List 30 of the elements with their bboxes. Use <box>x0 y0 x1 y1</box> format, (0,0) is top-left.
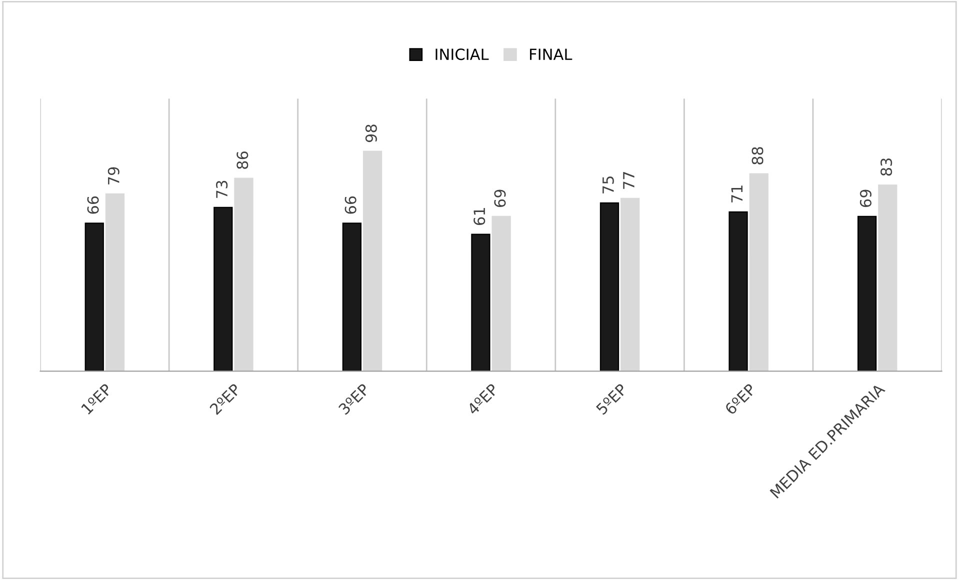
bar <box>471 234 490 372</box>
data-label: 86 <box>236 151 248 169</box>
bar <box>600 202 620 372</box>
data-label: 71 <box>731 186 742 202</box>
data-label: 98 <box>365 124 377 142</box>
legend-label: FINAL <box>530 48 572 60</box>
bar <box>84 222 104 372</box>
bar <box>362 150 382 372</box>
data-label: 61 <box>474 208 486 225</box>
legend-label: INICIAL <box>436 48 489 60</box>
data-label: 69 <box>494 190 506 208</box>
data-label: 73 <box>216 180 228 198</box>
bar <box>105 193 125 372</box>
bar <box>620 198 640 372</box>
data-label: 69 <box>860 190 872 208</box>
data-label: 66 <box>87 196 99 214</box>
bar <box>857 216 877 372</box>
bar <box>492 216 511 372</box>
bar <box>749 173 768 372</box>
data-label: 83 <box>880 158 892 176</box>
bar <box>878 184 898 372</box>
bar <box>342 222 362 372</box>
data-label: 66 <box>344 196 356 214</box>
data-label: 79 <box>108 167 120 184</box>
bar <box>234 178 254 372</box>
data-label: 77 <box>623 172 634 189</box>
data-label: 75 <box>602 176 614 194</box>
bar <box>214 206 233 372</box>
bar <box>728 211 748 372</box>
data-label: 88 <box>752 147 764 164</box>
